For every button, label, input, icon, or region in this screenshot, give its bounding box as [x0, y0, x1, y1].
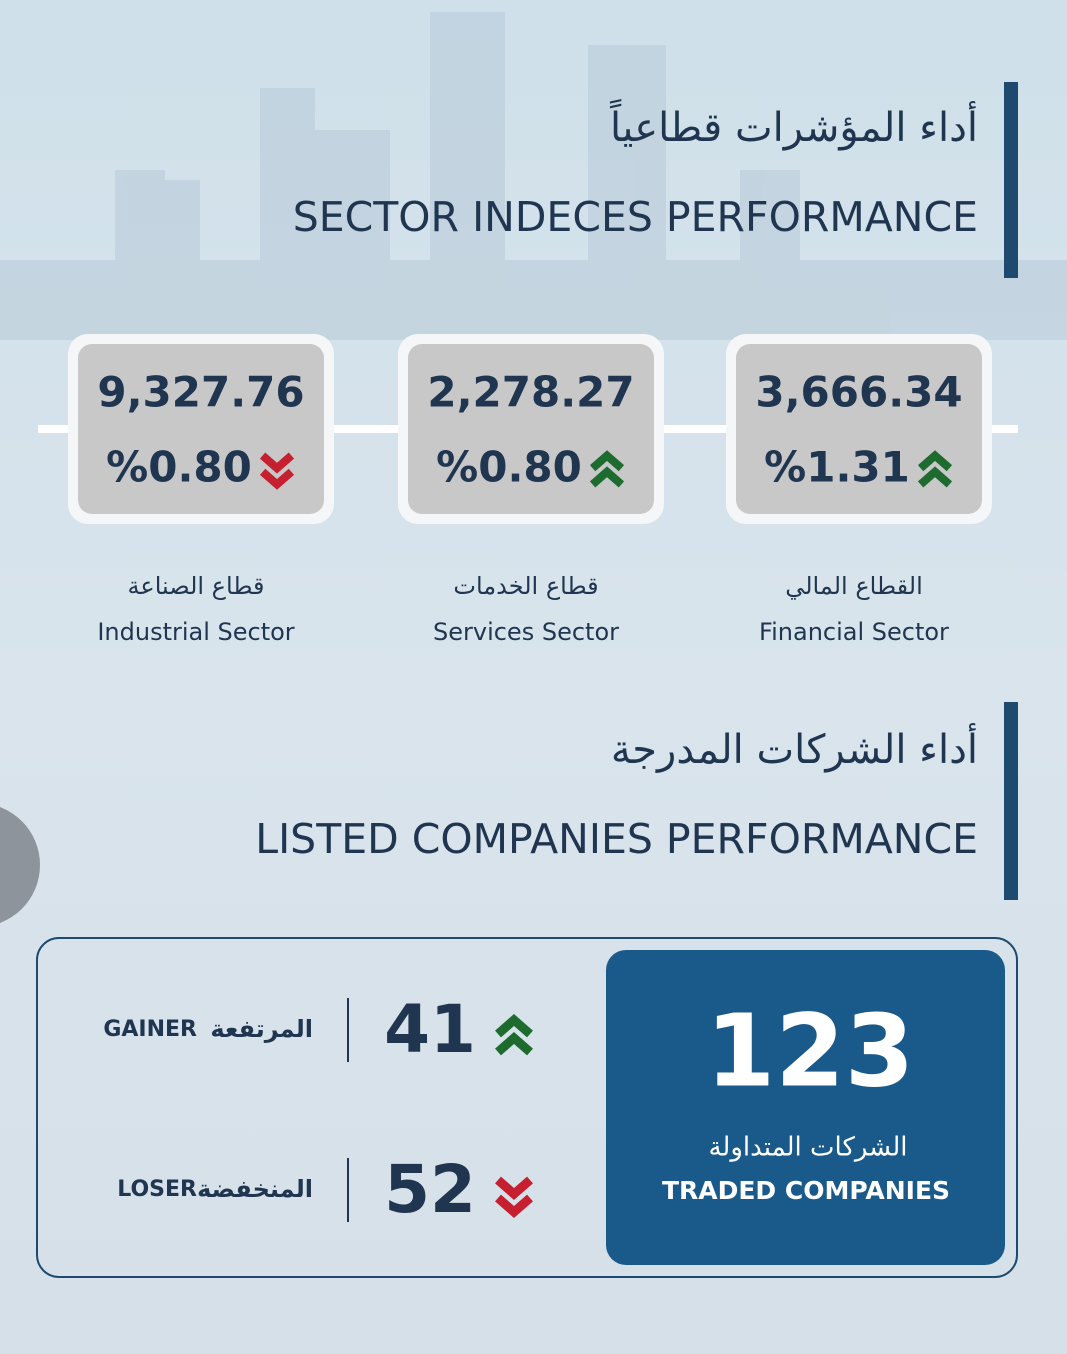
- trend-chevron: [259, 452, 295, 474]
- trend-chevron: [495, 1194, 533, 1218]
- card: [736, 344, 982, 514]
- index-change: %0.80: [436, 443, 582, 492]
- trend-chevron: [917, 466, 953, 488]
- row-label-en: GAINER: [103, 1017, 197, 1042]
- row-label-ar: المرتفعة: [210, 1015, 313, 1043]
- trend-chevron: [495, 1032, 533, 1056]
- row-label-en: LOSER: [117, 1177, 197, 1202]
- trend-chevron: [495, 1014, 533, 1038]
- card: [78, 344, 324, 514]
- skyline: [0, 12, 1067, 340]
- trend-chevron: [259, 468, 295, 490]
- row-label-ar: المنخفضة: [197, 1175, 313, 1203]
- row-value: 41: [384, 991, 476, 1068]
- sector-name-ar: القطاع المالي: [785, 572, 923, 600]
- traded-label-ar: الشركات المتداولة: [708, 1133, 907, 1163]
- sector-name-ar: قطاع الصناعة: [128, 572, 265, 600]
- index-value: 3,666.34: [755, 368, 962, 417]
- index-value: 2,278.27: [427, 368, 634, 417]
- section-title-ar: أداء المؤشرات قطاعياً: [610, 98, 978, 151]
- trend-chevron: [917, 450, 953, 472]
- section-title-en: SECTOR INDECES PERFORMANCE: [293, 193, 978, 241]
- row-value: 52: [384, 1151, 476, 1228]
- sector-name-en: Services Sector: [433, 618, 619, 646]
- decor-circle: [0, 807, 40, 923]
- traded-label-en: TRADED COMPANIES: [662, 1176, 950, 1205]
- accent-bar: [1004, 82, 1018, 278]
- sector-name-en: Industrial Sector: [97, 618, 294, 646]
- section-title-en: LISTED COMPANIES PERFORMANCE: [255, 815, 978, 863]
- card: [408, 344, 654, 514]
- traded-panel: [606, 950, 1005, 1265]
- sector-cards: 9,327.76 %0.80 قطاع الصناعة Industrial Sect…: [68, 334, 992, 646]
- trend-chevron: [495, 1176, 533, 1200]
- index-change: %1.31: [764, 443, 910, 492]
- index-change: %0.80: [106, 443, 252, 492]
- sector-name-en: Financial Sector: [759, 618, 949, 646]
- trend-chevron: [589, 466, 625, 488]
- companies-box: [36, 937, 1018, 1278]
- accent-bar: [1004, 702, 1018, 900]
- section-title-ar: أداء الشركات المدرجة: [611, 723, 978, 773]
- traded-value: 123: [706, 992, 915, 1109]
- index-value: 9,327.76: [97, 368, 304, 417]
- trend-chevron: [589, 450, 625, 472]
- sector-name-ar: قطاع الخدمات: [453, 572, 598, 600]
